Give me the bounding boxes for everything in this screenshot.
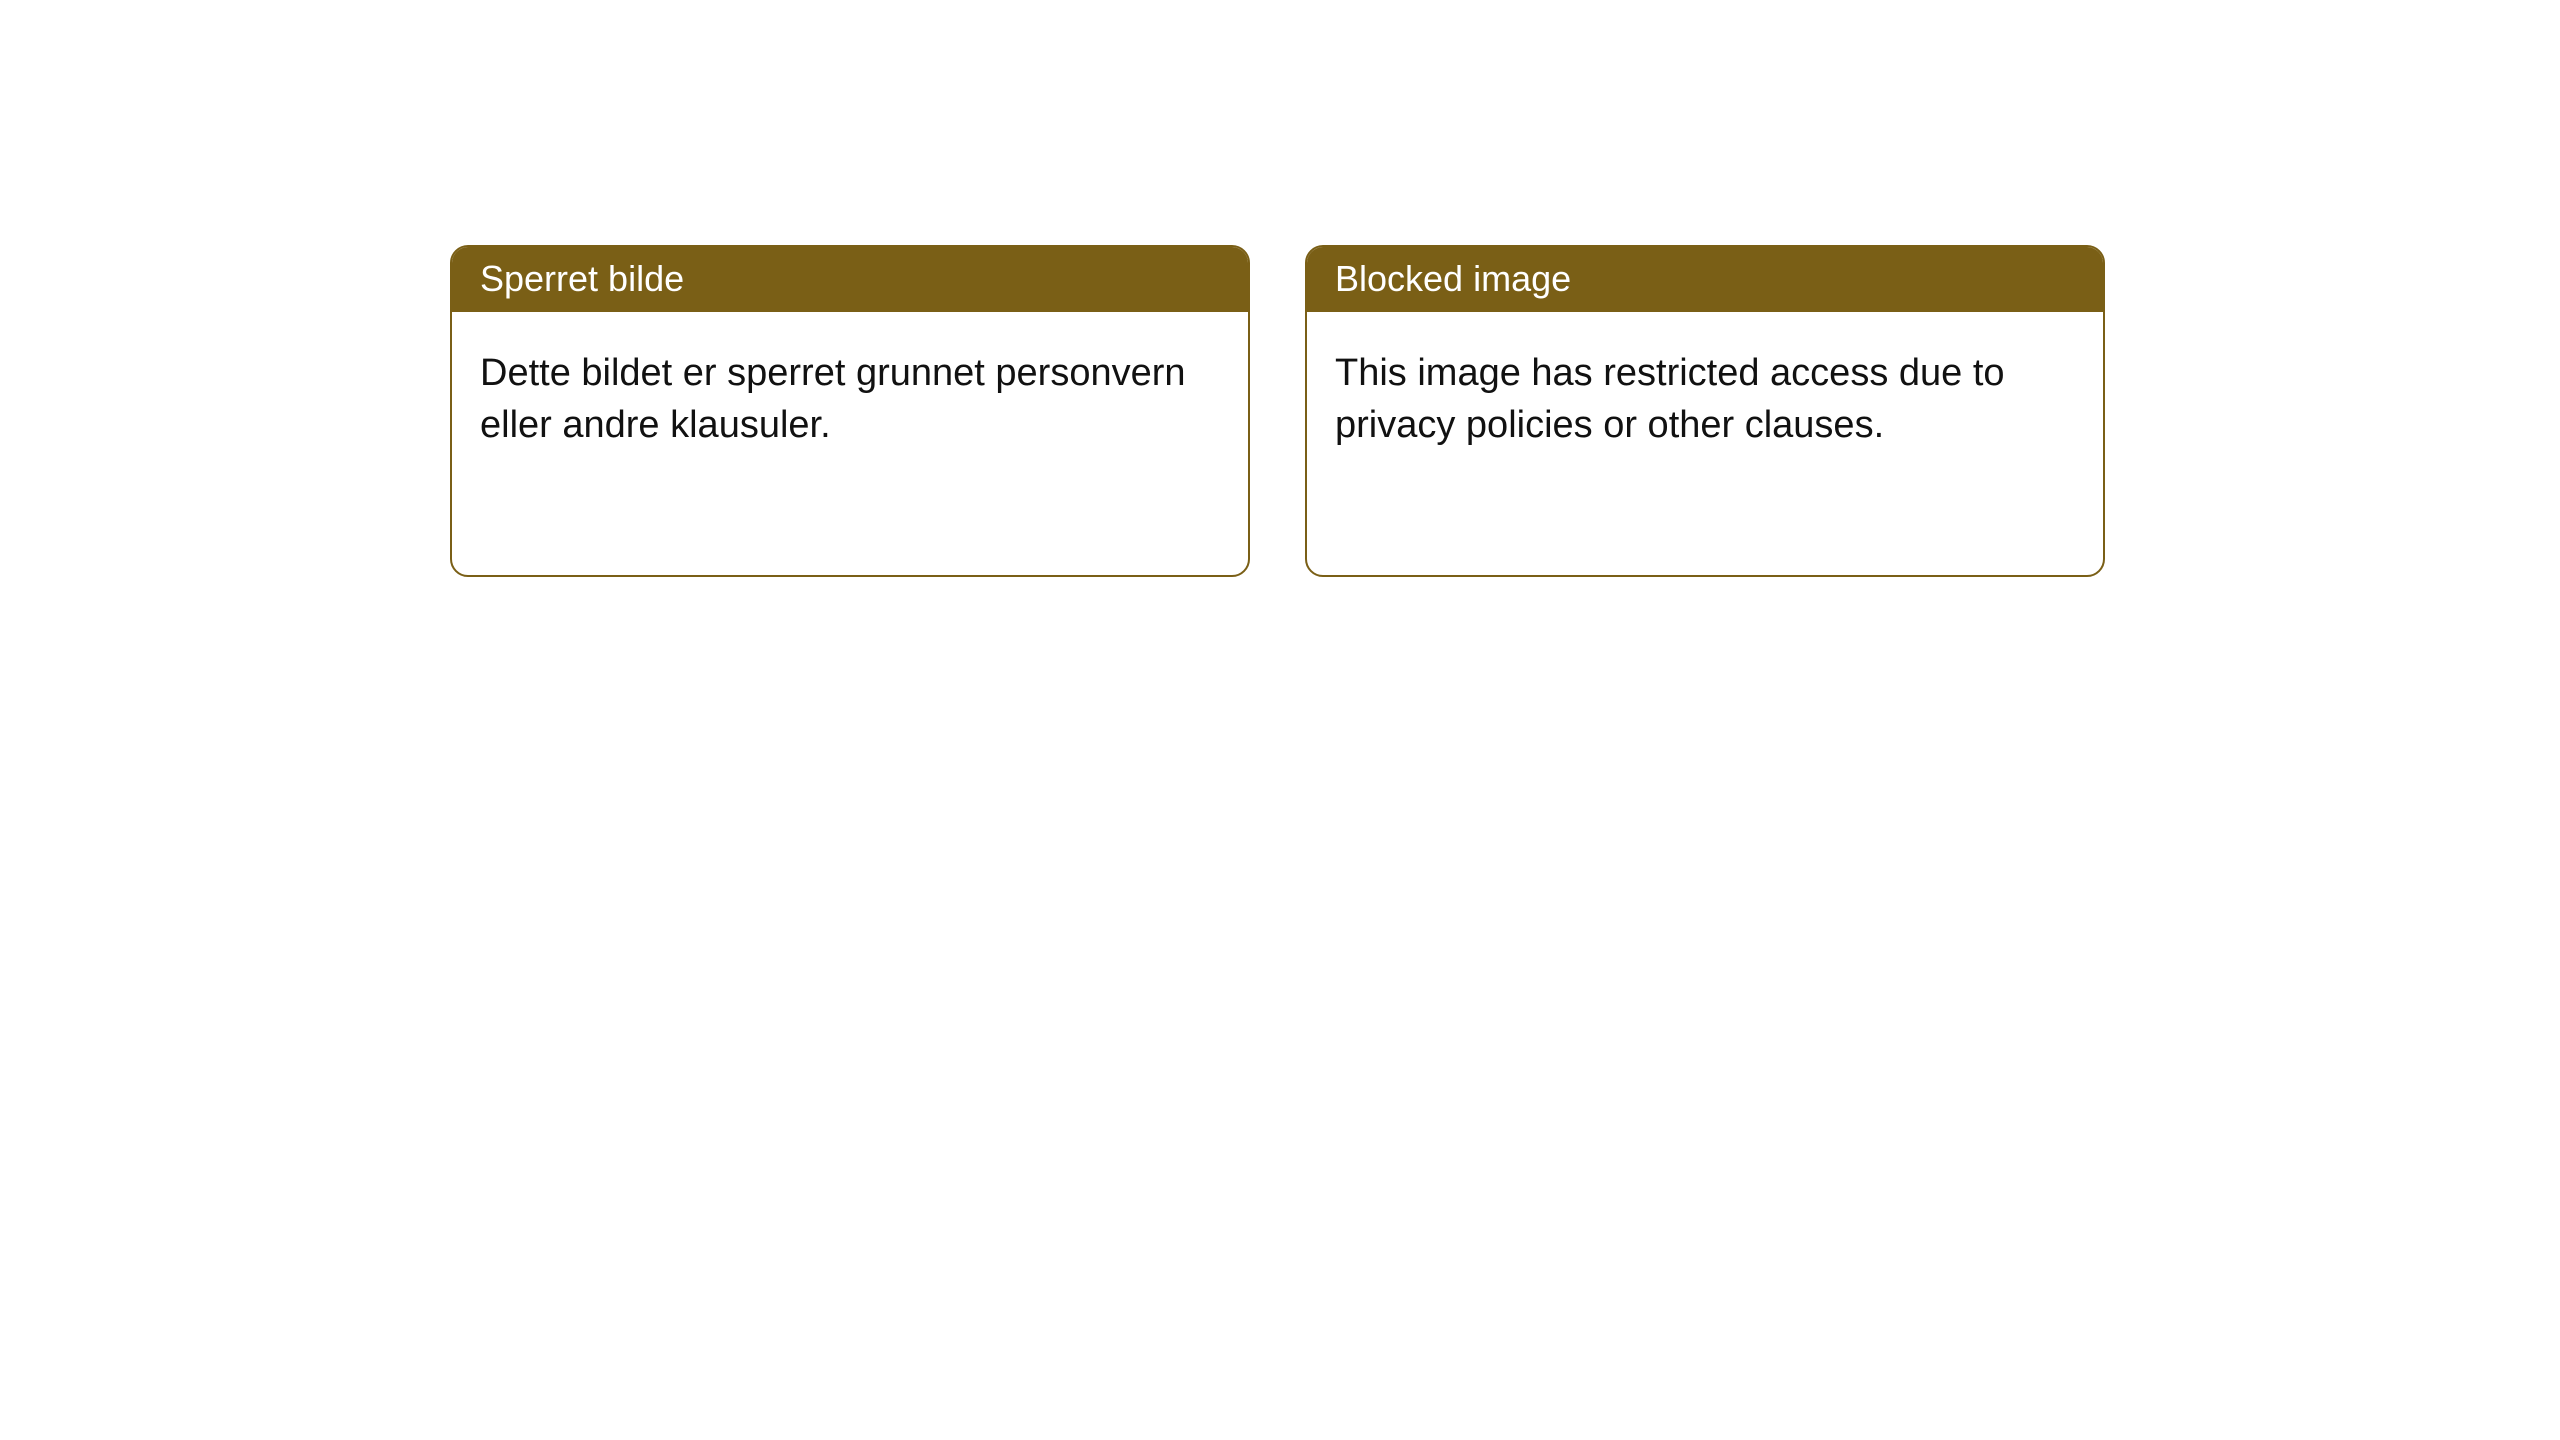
notice-container: Sperret bilde Dette bildet er sperret gr… <box>450 245 2105 577</box>
notice-body-norwegian: Dette bildet er sperret grunnet personve… <box>452 312 1248 479</box>
notice-card-english: Blocked image This image has restricted … <box>1305 245 2105 577</box>
notice-header-english: Blocked image <box>1307 247 2103 312</box>
notice-body-english: This image has restricted access due to … <box>1307 312 2103 479</box>
notice-card-norwegian: Sperret bilde Dette bildet er sperret gr… <box>450 245 1250 577</box>
notice-header-norwegian: Sperret bilde <box>452 247 1248 312</box>
